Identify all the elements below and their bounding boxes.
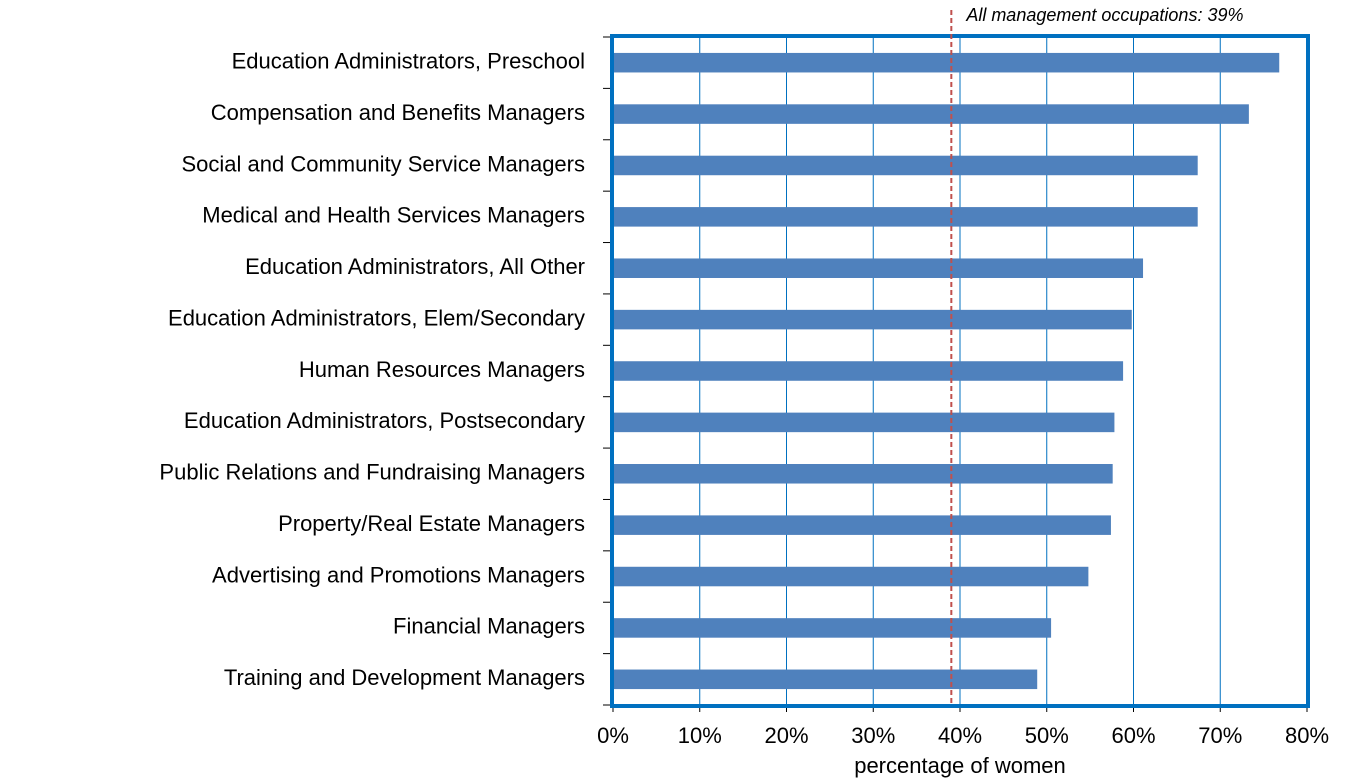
x-tick-label: 50%	[1025, 723, 1069, 748]
plot-border	[610, 34, 1310, 708]
y-tick-label: Medical and Health Services Managers	[202, 203, 585, 228]
x-tick-label: 30%	[851, 723, 895, 748]
x-axis-label: percentage of women	[854, 753, 1066, 778]
x-tick-label: 10%	[678, 723, 722, 748]
y-tick-label: Education Administrators, Elem/Secondary	[168, 305, 585, 330]
bar	[613, 669, 1038, 690]
y-tick-label: Public Relations and Fundraising Manager…	[159, 460, 585, 485]
bar	[613, 207, 1198, 227]
bar	[613, 464, 1113, 484]
x-tick-label: 20%	[764, 723, 808, 748]
y-tick-label: Training and Development Managers	[224, 665, 585, 690]
bar	[613, 258, 1144, 278]
bar	[613, 566, 1089, 587]
y-tick-label: Education Administrators, All Other	[245, 254, 585, 279]
y-tick-label: Education Administrators, Postsecondary	[184, 408, 585, 433]
bar	[613, 104, 1249, 124]
y-tick-label: Property/Real Estate Managers	[278, 511, 585, 536]
y-tick-label: Compensation and Benefits Managers	[211, 100, 585, 125]
y-tick-label: Social and Community Service Managers	[181, 151, 585, 176]
x-tick-label: 70%	[1198, 723, 1242, 748]
bar	[613, 412, 1115, 433]
x-tick-label: 60%	[1111, 723, 1155, 748]
x-tick-label: 0%	[597, 723, 629, 748]
x-tick-label: 80%	[1285, 723, 1329, 748]
bar	[613, 155, 1198, 176]
bar	[613, 309, 1132, 330]
y-tick-label: Education Administrators, Preschool	[232, 49, 585, 74]
y-tick-label: Human Resources Managers	[299, 357, 585, 382]
reference-label: All management occupations: 39%	[965, 5, 1243, 25]
bar	[613, 52, 1280, 73]
bar	[613, 515, 1111, 535]
bar	[613, 361, 1124, 381]
y-tick-label: Advertising and Promotions Managers	[212, 562, 585, 587]
y-tick-label: Financial Managers	[393, 614, 585, 639]
x-tick-label: 40%	[938, 723, 982, 748]
bar	[613, 618, 1052, 638]
